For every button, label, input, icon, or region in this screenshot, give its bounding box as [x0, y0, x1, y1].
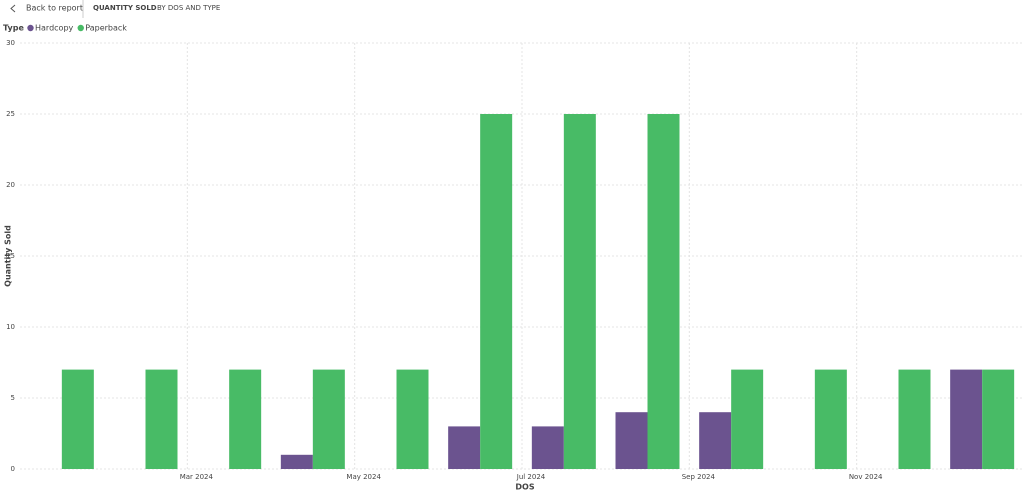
- bar: [982, 369, 1015, 469]
- x-tick-label: Mar 2024: [180, 473, 214, 481]
- x-tick-label: May 2024: [346, 473, 381, 481]
- back-icon[interactable]: [10, 4, 16, 13]
- x-tick-label: Jul 2024: [516, 473, 546, 481]
- back-link[interactable]: Back to report: [26, 4, 83, 13]
- y-tick-label: 25: [6, 110, 15, 118]
- bar: [647, 114, 680, 469]
- x-tick-label: Nov 2024: [849, 473, 883, 481]
- legend-label: Paperback: [85, 24, 127, 33]
- bar: [229, 369, 262, 469]
- y-tick-label: 0: [11, 465, 15, 473]
- legend-marker: [77, 24, 84, 32]
- bar: [448, 426, 481, 469]
- legend-title: Type: [3, 24, 24, 33]
- bar: [531, 426, 564, 469]
- bar: [61, 369, 94, 469]
- bar: [699, 412, 732, 469]
- bar: [145, 369, 178, 469]
- y-tick-label: 20: [6, 181, 15, 189]
- x-axis-label: DOS: [515, 483, 534, 492]
- bar: [950, 369, 983, 469]
- bar: [312, 369, 345, 469]
- y-tick-label: 30: [6, 39, 15, 47]
- x-tick-label: Sep 2024: [682, 473, 716, 481]
- bar: [731, 369, 764, 469]
- bar: [814, 369, 847, 469]
- legend-marker: [27, 24, 34, 32]
- y-tick-label: 15: [6, 252, 15, 260]
- y-tick-label: 10: [6, 323, 15, 331]
- bar: [280, 454, 313, 469]
- bar: [898, 369, 931, 469]
- y-axis-label: Quantity Sold: [4, 225, 13, 287]
- bar: [396, 369, 429, 469]
- header-bar: Back to report QUANTITY SOLD BY DOS AND …: [10, 0, 220, 18]
- bar: [615, 412, 648, 469]
- y-tick-label: 5: [11, 394, 15, 402]
- legend-label: Hardcopy: [35, 24, 74, 33]
- page-title: QUANTITY SOLD: [93, 4, 157, 12]
- page-subtitle: BY DOS AND TYPE: [157, 4, 220, 12]
- bar: [480, 114, 513, 469]
- bar: [563, 114, 596, 469]
